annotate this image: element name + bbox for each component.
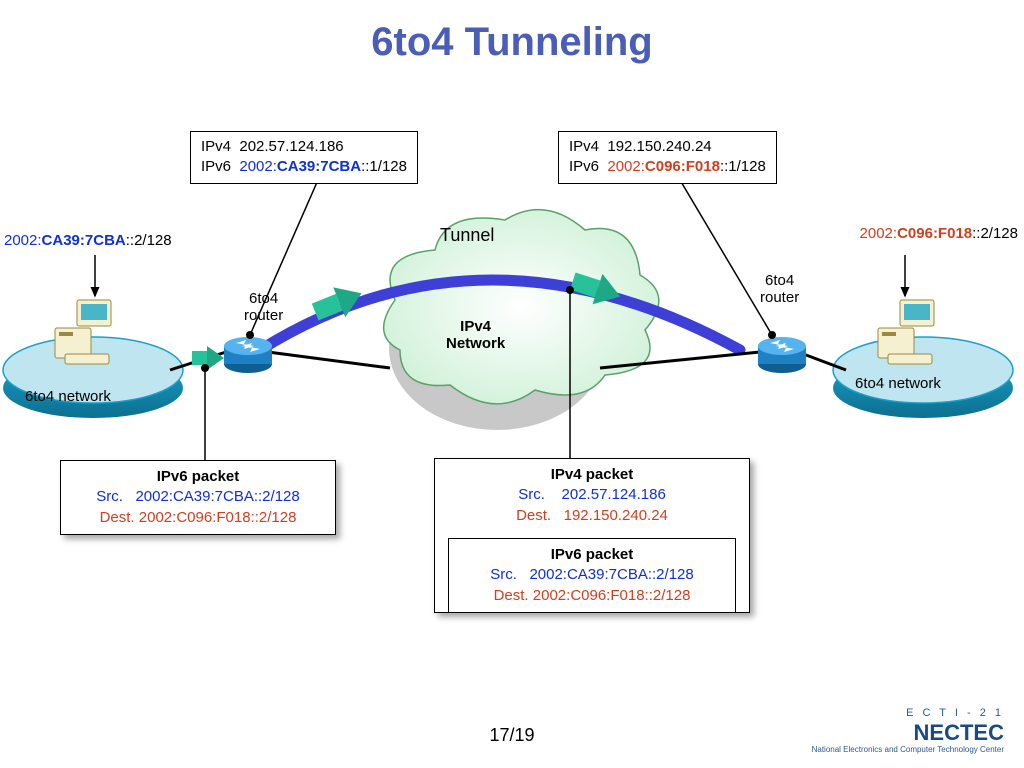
left-network-label: 6to4 network [25,388,111,405]
right-pc-icon [878,300,934,364]
left-pc-icon [55,300,111,364]
left-router-icon [224,337,272,373]
left-router-address-box: IPv4 202.57.124.186 IPv6 2002:CA39:7CBA:… [190,131,418,184]
link-left-router-cloud [268,352,390,368]
right-network-label: 6to4 network [855,375,941,392]
ipv4-inner-ipv6-packet-box: IPv6 packet Src. 2002:CA39:7CBA::2/128 D… [448,538,736,613]
left-pc-address: 2002:CA39:7CBA::2/128 [4,232,172,249]
tunnel-label: Tunnel [440,225,494,246]
left-router-label: 6to4 router [244,290,283,324]
right-router-label: 6to4 router [760,272,799,306]
ipv6-packet-box: IPv6 packet Src. 2002:CA39:7CBA::2/128 D… [60,460,336,535]
right-pc-address: 2002:C096:F018::2/128 [860,225,1018,242]
left-network-disk [3,337,183,418]
cloud-label: IPv4 Network [446,318,505,352]
ipv4-cloud [384,210,659,430]
right-router-address-box: IPv4 192.150.240.24 IPv6 2002:C096:F018:… [558,131,777,184]
right-router-icon [758,337,806,373]
nectec-logo: E C T I - 2 1 NECTEC National Electronic… [812,707,1004,754]
callout-right-routerbox [680,180,772,335]
